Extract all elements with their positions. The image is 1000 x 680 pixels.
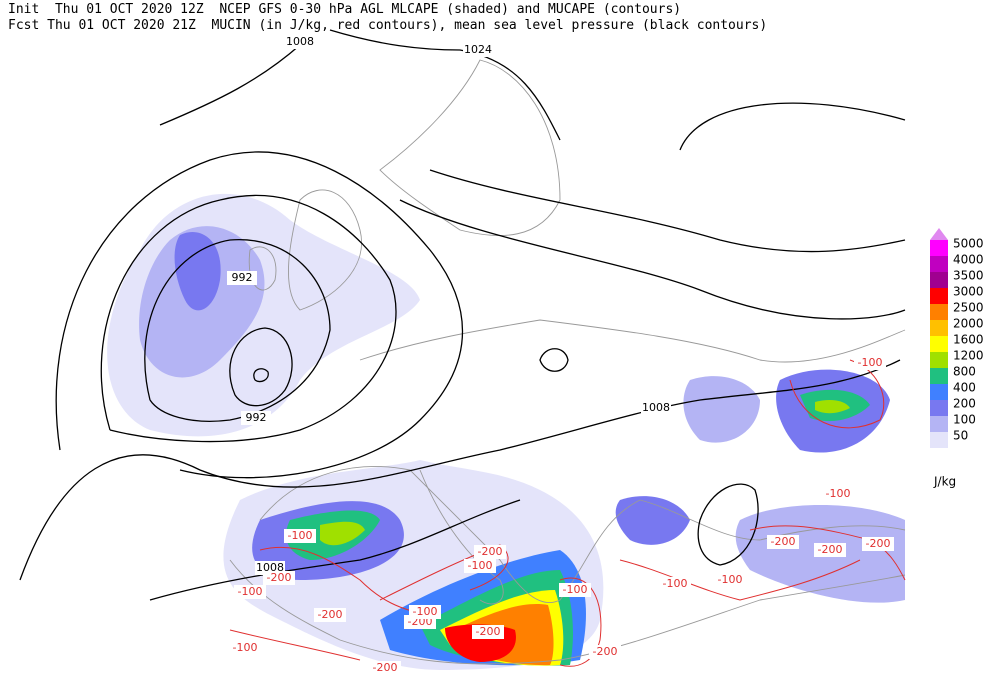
cin-label: -200 bbox=[593, 645, 618, 658]
legend-label: 1600 bbox=[953, 333, 984, 347]
cin-label: -100 bbox=[288, 529, 313, 542]
cin-label: -200 bbox=[866, 537, 891, 550]
label-bg bbox=[263, 571, 295, 585]
legend-swatch bbox=[930, 336, 948, 352]
legend-swatch bbox=[930, 416, 948, 432]
header-line: Init Thu 01 OCT 2020 12Z NCEP GFS 0-30 h… bbox=[8, 2, 681, 17]
legend-label: 200 bbox=[953, 397, 976, 411]
legend-unit: J/kg bbox=[933, 475, 956, 489]
label-bg bbox=[314, 608, 346, 622]
legend-label: 1200 bbox=[953, 349, 984, 363]
legend-label: 50 bbox=[953, 429, 968, 443]
label-bg bbox=[369, 661, 401, 675]
cin-label: -100 bbox=[468, 559, 493, 572]
cin-label: -200 bbox=[373, 661, 398, 674]
cin-label: -100 bbox=[238, 585, 263, 598]
cin-label: -200 bbox=[771, 535, 796, 548]
label-bg bbox=[227, 271, 257, 285]
legend-label: 5000 bbox=[953, 237, 984, 251]
label-bg bbox=[822, 487, 854, 501]
cin-label: -100 bbox=[233, 641, 258, 654]
legend-swatch bbox=[930, 288, 948, 304]
label-bg bbox=[284, 529, 316, 543]
label-bg bbox=[559, 583, 591, 597]
label-bg bbox=[409, 605, 441, 619]
cin-label: -200 bbox=[267, 571, 292, 584]
cin-label: -100 bbox=[663, 577, 688, 590]
label-bg bbox=[714, 573, 746, 587]
contour-labels: 1008102499299210081008-100-200-100-200-2… bbox=[227, 35, 894, 675]
legend-swatch bbox=[930, 320, 948, 336]
legend-label: 100 bbox=[953, 413, 976, 427]
isobar-label: 992 bbox=[232, 271, 253, 284]
label-bg bbox=[862, 537, 894, 551]
legend-swatch bbox=[930, 384, 948, 400]
label-bg bbox=[234, 585, 266, 599]
cin-label: -100 bbox=[718, 573, 743, 586]
cin-label: -100 bbox=[826, 487, 851, 500]
legend: 5000 4000 3500 3000 2500 2000 1600 1200 800 400 20… bbox=[930, 228, 984, 489]
label-bg bbox=[464, 559, 496, 573]
isobar-label: 992 bbox=[246, 411, 267, 424]
cin-label: -100 bbox=[413, 605, 438, 618]
cin-label: -200 bbox=[478, 545, 503, 558]
legend-swatch bbox=[930, 256, 948, 272]
cin-label: -200 bbox=[818, 543, 843, 556]
legend-swatch bbox=[930, 432, 948, 448]
label-bg bbox=[472, 625, 504, 639]
cin-contours bbox=[229, 359, 906, 667]
cin-label: -200 bbox=[476, 625, 501, 638]
label-bg bbox=[814, 543, 846, 557]
isobar-label: 1008 bbox=[286, 35, 314, 48]
cin-label: -100 bbox=[563, 583, 588, 596]
header-line: Fcst Thu 01 OCT 2020 21Z MUCIN (in J/kg,… bbox=[8, 18, 767, 33]
label-bg bbox=[229, 641, 261, 655]
label-bg bbox=[474, 545, 506, 559]
legend-label: 4000 bbox=[953, 253, 984, 267]
label-bg bbox=[241, 411, 271, 425]
legend-label: 3000 bbox=[953, 285, 984, 299]
legend-swatch bbox=[930, 368, 948, 384]
legend-swatch bbox=[930, 400, 948, 416]
cape-shading bbox=[107, 193, 905, 670]
isobar-label: 1008 bbox=[256, 561, 284, 574]
label-bg bbox=[854, 356, 886, 370]
label-bg bbox=[589, 645, 621, 659]
legend-swatch bbox=[930, 304, 948, 320]
legend-arrow bbox=[930, 228, 948, 240]
legend-label: 800 bbox=[953, 365, 976, 379]
legend-label: 400 bbox=[953, 381, 976, 395]
legend-swatch bbox=[930, 272, 948, 288]
legend-swatch bbox=[930, 352, 948, 368]
label-bg bbox=[285, 35, 315, 49]
label-bg bbox=[659, 577, 691, 591]
cin-label: -100 bbox=[858, 356, 883, 369]
cin-label: -200 bbox=[318, 608, 343, 621]
legend-label: 2000 bbox=[953, 317, 984, 331]
label-bg bbox=[463, 43, 493, 57]
isobar-label: 1008 bbox=[642, 401, 670, 414]
legend-swatch bbox=[930, 240, 948, 256]
isobar-label: 1024 bbox=[464, 43, 492, 56]
coastlines bbox=[229, 59, 906, 665]
legend-label: 3500 bbox=[953, 269, 984, 283]
legend-label: 2500 bbox=[953, 301, 984, 315]
label-bg bbox=[767, 535, 799, 549]
label-bg bbox=[641, 401, 671, 415]
